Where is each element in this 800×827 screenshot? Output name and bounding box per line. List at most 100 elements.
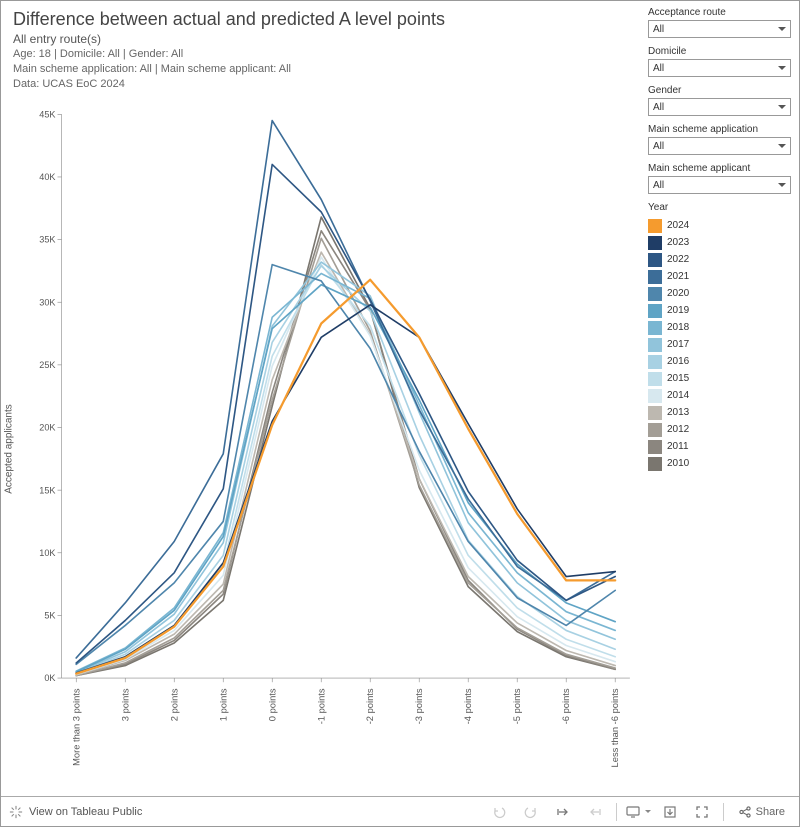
svg-text:30K: 30K: [39, 297, 56, 307]
legend-swatch: [648, 389, 662, 403]
legend-label: 2023: [667, 237, 689, 248]
svg-text:10K: 10K: [39, 547, 56, 557]
legend-item-2010[interactable]: 2010: [648, 455, 791, 472]
chart-filters-line2: Main scheme application: All | Main sche…: [13, 62, 640, 77]
legend-title: Year: [648, 202, 791, 213]
filter-select[interactable]: All: [648, 20, 791, 38]
svg-text:15K: 15K: [39, 485, 56, 495]
svg-text:0 points: 0 points: [267, 688, 277, 721]
legend-label: 2019: [667, 305, 689, 316]
filter-value: All: [653, 141, 664, 152]
share-button[interactable]: Share: [732, 801, 791, 823]
legend-label: 2014: [667, 390, 689, 401]
legend-swatch: [648, 440, 662, 454]
sidebar-filters: Acceptance routeAllDomicileAllGenderAllM…: [644, 1, 799, 796]
legend-item-2018[interactable]: 2018: [648, 319, 791, 336]
legend-label: 2022: [667, 254, 689, 265]
legend-label: 2020: [667, 288, 689, 299]
svg-text:1 points: 1 points: [218, 688, 228, 721]
legend-item-2016[interactable]: 2016: [648, 353, 791, 370]
svg-text:More than 3 points: More than 3 points: [71, 688, 81, 766]
svg-text:3 points: 3 points: [120, 688, 130, 721]
filter-label: Main scheme applicant: [648, 163, 791, 174]
svg-text:-5 points: -5 points: [512, 688, 522, 724]
legend: 2024 2023 2022 2021 2020 2019 2018 2017 2016 2015…: [648, 217, 791, 472]
tableau-logo-icon: [9, 805, 23, 819]
filter-acceptance-route: Acceptance route All: [648, 7, 791, 38]
chevron-down-icon: [778, 27, 786, 31]
legend-item-2011[interactable]: 2011: [648, 438, 791, 455]
legend-label: 2011: [667, 441, 689, 452]
filter-select[interactable]: All: [648, 59, 791, 77]
legend-item-2023[interactable]: 2023: [648, 234, 791, 251]
undo-button[interactable]: [486, 801, 512, 823]
legend-swatch: [648, 457, 662, 471]
replay-button[interactable]: [550, 801, 576, 823]
left-panel: Difference between actual and predicted …: [1, 1, 644, 796]
legend-item-2019[interactable]: 2019: [648, 302, 791, 319]
chevron-down-icon: [778, 105, 786, 109]
legend-item-2020[interactable]: 2020: [648, 285, 791, 302]
legend-swatch: [648, 406, 662, 420]
line-chart[interactable]: 0K5K10K15K20K25K30K35K40K45KMore than 3 …: [13, 106, 640, 792]
svg-text:45K: 45K: [39, 109, 56, 119]
fullscreen-button[interactable]: [689, 801, 715, 823]
legend-item-2022[interactable]: 2022: [648, 251, 791, 268]
chart-area: Accepted applicants 0K5K10K15K20K25K30K3…: [13, 106, 640, 792]
filter-label: Gender: [648, 85, 791, 96]
legend-swatch: [648, 304, 662, 318]
chart-subtitle: All entry route(s): [13, 32, 640, 46]
download-button[interactable]: [657, 801, 683, 823]
legend-label: 2024: [667, 220, 689, 231]
main-area: Difference between actual and predicted …: [1, 1, 799, 796]
filter-value: All: [653, 24, 664, 35]
svg-text:Less than -6 points: Less than -6 points: [610, 688, 620, 767]
svg-text:-1 points: -1 points: [316, 688, 326, 724]
legend-swatch: [648, 270, 662, 284]
filter-select[interactable]: All: [648, 137, 791, 155]
legend-label: 2010: [667, 458, 689, 469]
legend-item-2021[interactable]: 2021: [648, 268, 791, 285]
legend-item-2015[interactable]: 2015: [648, 370, 791, 387]
legend-swatch: [648, 236, 662, 250]
view-on-tableau-link[interactable]: View on Tableau Public: [29, 806, 142, 818]
chart-title: Difference between actual and predicted …: [13, 9, 640, 30]
legend-label: 2015: [667, 373, 689, 384]
toolbar-divider: [616, 803, 617, 821]
pause-button[interactable]: [582, 801, 608, 823]
legend-swatch: [648, 372, 662, 386]
svg-text:25K: 25K: [39, 359, 56, 369]
filter-select[interactable]: All: [648, 98, 791, 116]
legend-item-2012[interactable]: 2012: [648, 421, 791, 438]
filter-label: Acceptance route: [648, 7, 791, 18]
legend-swatch: [648, 355, 662, 369]
svg-text:20K: 20K: [39, 422, 56, 432]
redo-button[interactable]: [518, 801, 544, 823]
legend-swatch: [648, 219, 662, 233]
filter-label: Domicile: [648, 46, 791, 57]
svg-text:0K: 0K: [44, 673, 56, 683]
legend-swatch: [648, 287, 662, 301]
legend-item-2014[interactable]: 2014: [648, 387, 791, 404]
legend-item-2024[interactable]: 2024: [648, 217, 791, 234]
chart-data-source: Data: UCAS EoC 2024: [13, 77, 640, 92]
legend-item-2017[interactable]: 2017: [648, 336, 791, 353]
svg-text:2 points: 2 points: [169, 688, 179, 721]
filter-select[interactable]: All: [648, 176, 791, 194]
chevron-down-icon: [778, 144, 786, 148]
filter-main-scheme-application: Main scheme application All: [648, 124, 791, 155]
legend-label: 2017: [667, 339, 689, 350]
chevron-down-icon: [778, 66, 786, 70]
svg-text:-4 points: -4 points: [463, 688, 473, 724]
share-label: Share: [756, 806, 785, 818]
legend-swatch: [648, 253, 662, 267]
legend-label: 2021: [667, 271, 689, 282]
svg-text:-6 points: -6 points: [561, 688, 571, 724]
filter-domicile: Domicile All: [648, 46, 791, 77]
filter-value: All: [653, 180, 664, 191]
filter-label: Main scheme application: [648, 124, 791, 135]
legend-item-2013[interactable]: 2013: [648, 404, 791, 421]
legend-swatch: [648, 321, 662, 335]
y-axis-label: Accepted applicants: [4, 404, 15, 494]
device-preview-button[interactable]: [625, 801, 651, 823]
